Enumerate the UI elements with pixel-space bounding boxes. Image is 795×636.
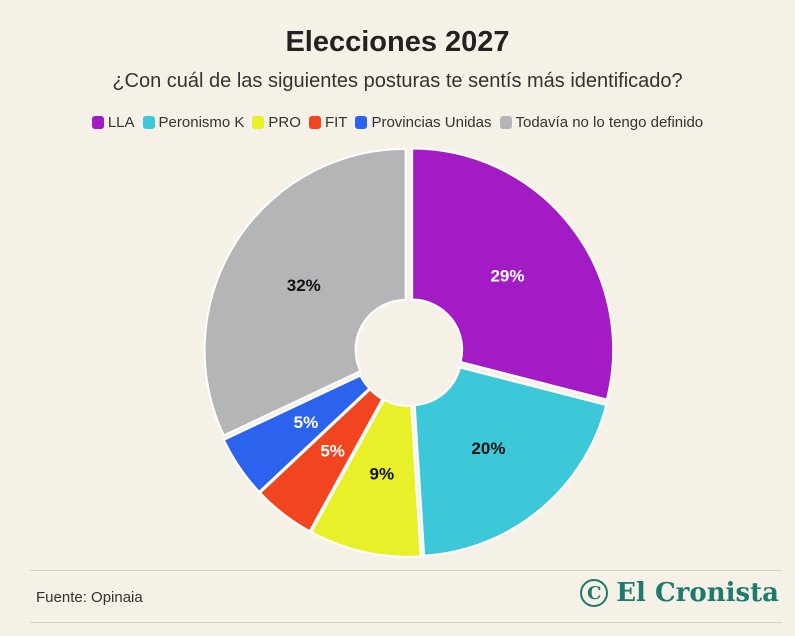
bottom-divider xyxy=(30,622,782,623)
source-note: Fuente: Opinaia xyxy=(36,589,143,606)
legend-swatch xyxy=(142,116,155,129)
legend-swatch xyxy=(308,116,321,129)
legend-swatch xyxy=(499,116,512,129)
cronista-c-icon: C xyxy=(580,579,609,607)
legend-item-provincias-unidas: Provincias Unidas xyxy=(355,114,492,131)
chart-subtitle: ¿Con cuál de las siguientes posturas te … xyxy=(112,70,683,92)
legend-label: LLA xyxy=(107,114,135,131)
legend-item-lla: LLA xyxy=(91,114,135,131)
data-label: 20% xyxy=(471,439,505,458)
chart-legend: LLA Peronismo K PRO FIT Provincias Unida… xyxy=(0,114,795,131)
data-label: 29% xyxy=(490,267,524,286)
data-label: 5% xyxy=(294,413,319,432)
legend-swatch xyxy=(252,116,265,129)
slice-provincias-unidas xyxy=(222,374,371,494)
data-label: 5% xyxy=(320,441,345,460)
legend-label: Provincias Unidas xyxy=(371,114,492,131)
slice-lla xyxy=(411,147,615,401)
slice-pro xyxy=(309,398,422,558)
data-label: 9% xyxy=(370,465,395,484)
brand-name: El Cronista xyxy=(616,578,779,608)
data-label: 32% xyxy=(287,276,321,295)
legend-swatch xyxy=(355,116,368,129)
slice-fit xyxy=(258,387,384,533)
legend-label: Todavía no lo tengo definido xyxy=(515,114,704,131)
legend-label: Peronismo K xyxy=(158,114,245,131)
legend-label: FIT xyxy=(324,114,348,131)
slice-indefinido xyxy=(203,147,407,437)
legend-item-peronismo-k: Peronismo K xyxy=(142,114,245,131)
legend-label: PRO xyxy=(268,114,301,131)
legend-item-fit: FIT xyxy=(308,114,348,131)
footer-divider xyxy=(30,570,782,571)
slice-peronismo-k xyxy=(413,366,608,557)
brand-logo: C El Cronista xyxy=(580,578,779,608)
legend-item-pro: PRO xyxy=(252,114,301,131)
legend-item-indefinido: Todavía no lo tengo definido xyxy=(499,114,704,131)
legend-swatch xyxy=(91,116,104,129)
chart-title: Elecciones 2027 xyxy=(285,26,510,58)
